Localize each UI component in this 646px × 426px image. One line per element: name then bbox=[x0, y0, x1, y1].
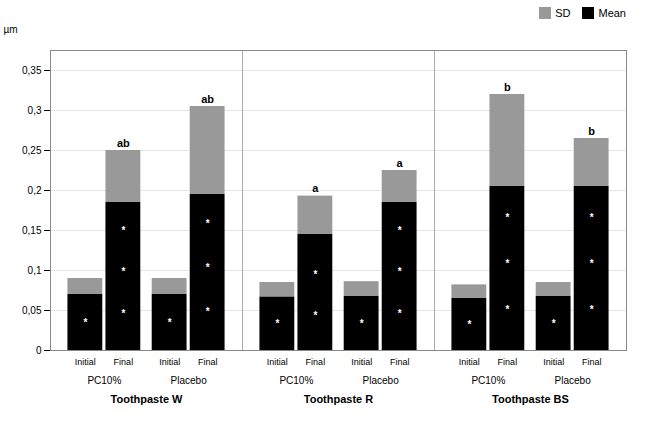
svg-text:PC10%: PC10% bbox=[87, 375, 121, 386]
svg-text:Placebo: Placebo bbox=[171, 375, 208, 386]
svg-text:*: * bbox=[398, 266, 402, 277]
svg-text:Toothpaste W: Toothpaste W bbox=[111, 393, 184, 405]
svg-text:Final: Final bbox=[198, 357, 218, 367]
svg-text:a: a bbox=[312, 182, 319, 194]
svg-text:PC10%: PC10% bbox=[279, 375, 313, 386]
svg-text:*: * bbox=[590, 212, 594, 223]
svg-text:Initial: Initial bbox=[267, 357, 288, 367]
svg-text:*: * bbox=[505, 258, 509, 269]
svg-text:*: * bbox=[121, 308, 125, 319]
svg-text:0,2: 0,2 bbox=[28, 185, 42, 196]
svg-text:0,25: 0,25 bbox=[22, 145, 42, 156]
svg-text:*: * bbox=[206, 218, 210, 229]
svg-text:0: 0 bbox=[36, 345, 42, 356]
svg-text:Initial: Initial bbox=[459, 357, 480, 367]
svg-text:µm: µm bbox=[4, 24, 18, 35]
svg-text:Toothpaste R: Toothpaste R bbox=[304, 393, 374, 405]
svg-text:Final: Final bbox=[306, 357, 326, 367]
svg-text:PC10%: PC10% bbox=[471, 375, 505, 386]
svg-text:*: * bbox=[590, 258, 594, 269]
svg-text:*: * bbox=[398, 225, 402, 236]
html-text:Mean: Mean bbox=[598, 7, 626, 19]
svg-text:*: * bbox=[590, 304, 594, 315]
svg-text:Final: Final bbox=[114, 357, 134, 367]
svg-text:ab: ab bbox=[201, 93, 214, 105]
svg-text:*: * bbox=[121, 266, 125, 277]
svg-text:Initial: Initial bbox=[159, 357, 180, 367]
svg-text:*: * bbox=[505, 212, 509, 223]
svg-text:*: * bbox=[313, 269, 317, 280]
svg-text:*: * bbox=[168, 317, 172, 328]
svg-text:*: * bbox=[552, 318, 556, 329]
svg-text:b: b bbox=[588, 125, 595, 137]
svg-text:0,35: 0,35 bbox=[22, 65, 42, 76]
svg-text:Toothpaste BS: Toothpaste BS bbox=[492, 393, 569, 405]
svg-text:a: a bbox=[397, 157, 404, 169]
svg-text:Initial: Initial bbox=[543, 357, 564, 367]
svg-text:*: * bbox=[83, 317, 87, 328]
html-text:SD: SD bbox=[555, 7, 571, 19]
svg-text:*: * bbox=[275, 318, 279, 329]
svg-text:*: * bbox=[313, 310, 317, 321]
svg-text:Initial: Initial bbox=[75, 357, 96, 367]
svg-text:*: * bbox=[121, 225, 125, 236]
svg-text:*: * bbox=[398, 308, 402, 319]
svg-text:0,3: 0,3 bbox=[28, 105, 42, 116]
svg-text:0,05: 0,05 bbox=[22, 305, 42, 316]
svg-text:*: * bbox=[505, 304, 509, 315]
svg-text:0,15: 0,15 bbox=[22, 225, 42, 236]
svg-text:0,1: 0,1 bbox=[28, 265, 42, 276]
svg-text:*: * bbox=[360, 318, 364, 329]
svg-text:Final: Final bbox=[390, 357, 410, 367]
svg-text:*: * bbox=[467, 319, 471, 330]
svg-text:Placebo: Placebo bbox=[555, 375, 592, 386]
svg-text:*: * bbox=[206, 262, 210, 273]
svg-text:Initial: Initial bbox=[351, 357, 372, 367]
svg-text:Final: Final bbox=[498, 357, 518, 367]
svg-text:*: * bbox=[206, 306, 210, 317]
svg-text:b: b bbox=[504, 81, 511, 93]
svg-text:Final: Final bbox=[582, 357, 602, 367]
svg-text:Placebo: Placebo bbox=[363, 375, 400, 386]
svg-text:ab: ab bbox=[117, 137, 130, 149]
